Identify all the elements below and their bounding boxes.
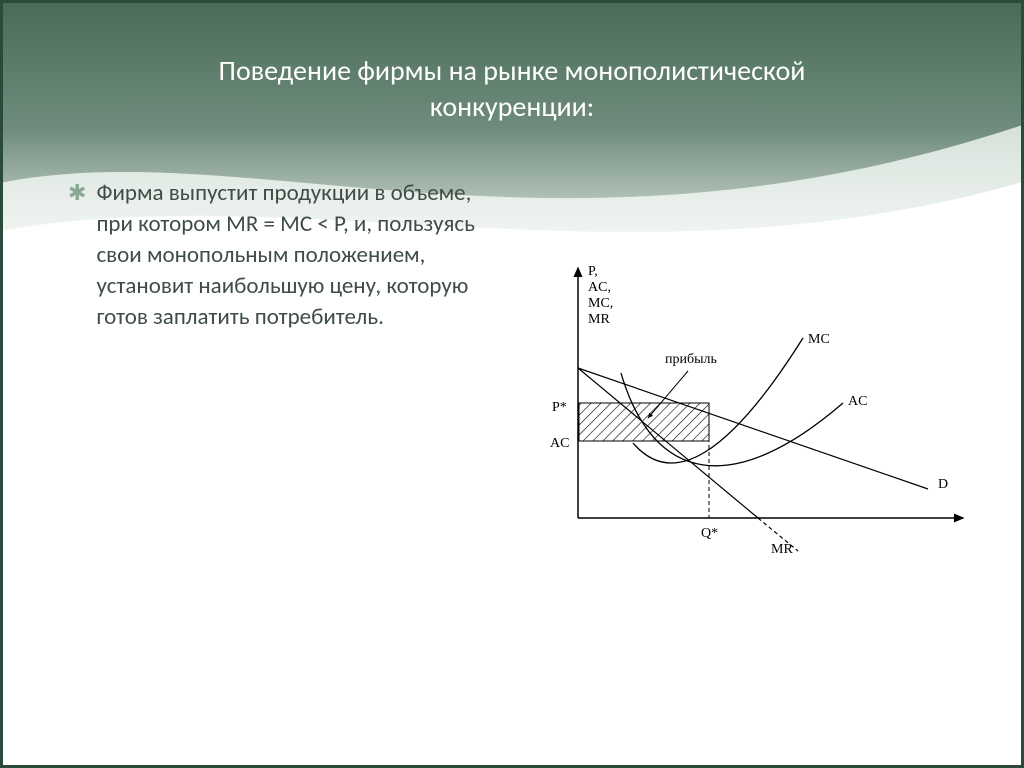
- tick-label: AC: [550, 436, 569, 451]
- axis-label: AC,: [588, 280, 611, 295]
- curve-label-ac: AC: [848, 394, 867, 409]
- curve-label-mc: MC: [808, 332, 830, 347]
- title-line-2: конкуренции:: [3, 89, 1021, 125]
- profit-label: прибыль: [665, 352, 717, 367]
- curve-label-mr: MR: [771, 542, 793, 557]
- curve-mr: [578, 368, 758, 518]
- title-line-1: Поведение фирмы на рынке монополистическ…: [3, 53, 1021, 89]
- tick-label: Q*: [701, 526, 718, 541]
- axis-label: MR: [588, 312, 610, 327]
- economics-chart: P, AC, MC, MR D MR MC AC прибыль: [523, 253, 983, 563]
- body-paragraph: Фирма выпустит продукции в объеме, при к…: [96, 178, 476, 333]
- bullet-icon: ✱: [68, 178, 86, 208]
- body-text-block: ✱ Фирма выпустит продукции в объеме, при …: [68, 178, 478, 333]
- tick-label: P*: [552, 400, 567, 415]
- slide-title: Поведение фирмы на рынке монополистическ…: [3, 53, 1021, 126]
- profit-region: [579, 403, 709, 441]
- curve-mc: [633, 338, 803, 463]
- slide: Поведение фирмы на рынке монополистическ…: [3, 3, 1021, 765]
- axis-label: MC,: [588, 296, 613, 311]
- curve-label-d: D: [938, 477, 948, 492]
- axis-label: P,: [588, 264, 598, 279]
